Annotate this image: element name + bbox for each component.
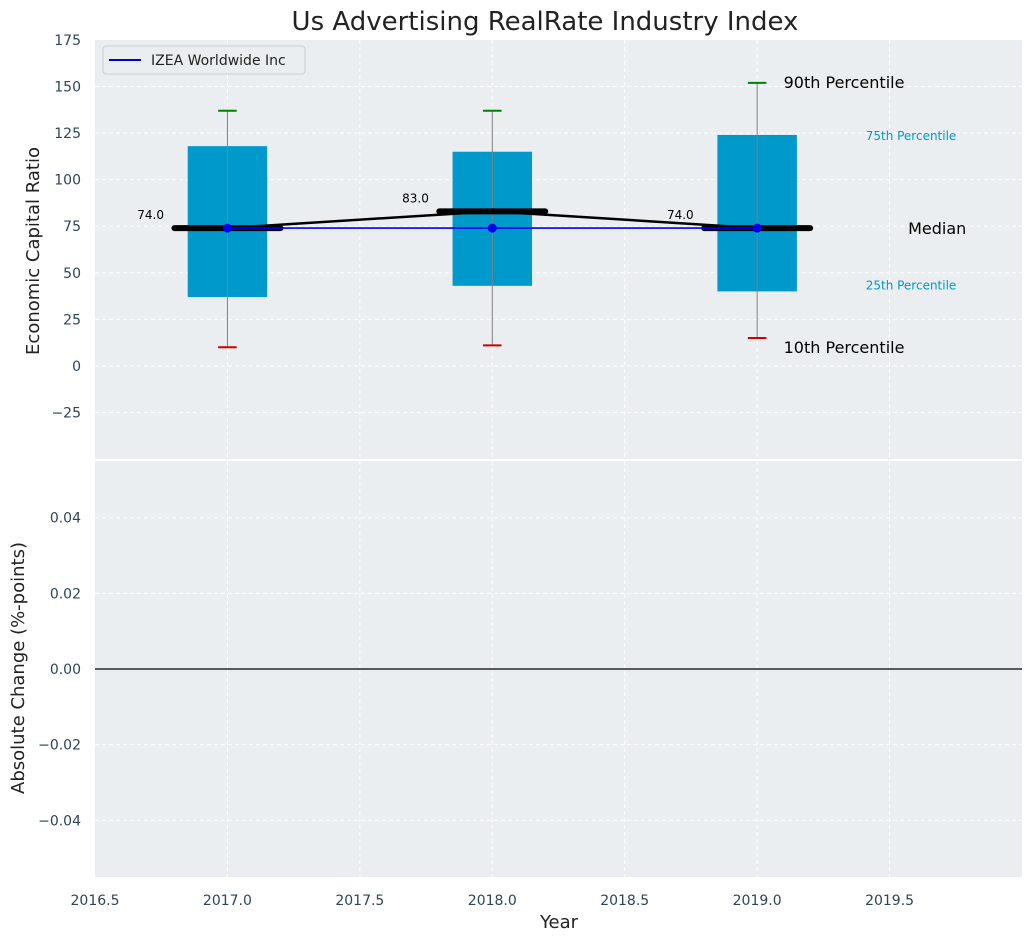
legend: IZEA Worldwide Inc [102,45,306,75]
bottom-y-tick-label: 0.00 [50,662,81,678]
top-panel: 175 150 125 100 75 50 25 0 −25 74.0 83.0 74.0 90th… [23,33,1022,459]
top-y-tick-label: 100 [54,173,81,189]
median-trend-line [227,210,758,230]
top-y-tick-label: 50 [63,266,81,282]
top-y-tick-label: 150 [54,80,81,96]
annotation-75th-percentile: 75th Percentile [866,129,957,143]
percentile-annotations: 90th Percentile 75th Percentile Median 2… [784,73,967,357]
legend-label-izea: IZEA Worldwide Inc [151,53,286,69]
top-y-axis-label: Economic Capital Ratio [23,147,44,355]
annotation-90th-percentile: 90th Percentile [784,73,905,92]
x-tick-labels: 2016.5 2017.0 2017.5 2018.0 2018.5 2019.0 2019… [71,893,915,909]
chart-title: Us Advertising RealRate Industry Index [292,7,799,37]
bottom-y-tick-label: 0.02 [50,586,81,602]
bottom-y-tick-label: −0.04 [38,813,81,829]
median-value-label-2017: 74.0 [137,208,164,222]
x-tick-label: 2017.0 [203,893,252,909]
company-point-2019 [752,223,762,233]
top-y-tick-label: 75 [63,219,81,235]
top-y-tick-labels: 175 150 125 100 75 50 25 0 −25 [51,33,81,421]
annotation-10th-percentile: 10th Percentile [784,338,905,357]
bottom-y-tick-label: 0.04 [50,511,81,527]
top-y-tick-label: 0 [72,359,81,375]
x-tick-label: 2017.5 [335,893,384,909]
annotation-median: Median [908,219,966,238]
median-value-label-2019: 74.0 [667,208,694,222]
x-tick-label: 2016.5 [71,893,120,909]
top-y-tick-label: 125 [54,126,81,142]
bottom-y-tick-labels: 0.04 0.02 0.00 −0.02 −0.04 [38,511,81,830]
annotation-25th-percentile: 25th Percentile [866,278,957,292]
x-axis-label: Year [539,912,579,933]
median-value-label-2018: 83.0 [402,191,429,205]
x-tick-label: 2019.5 [865,893,914,909]
bottom-panel: 0.04 0.02 0.00 −0.02 −0.04 Absolute Change (… [8,461,1022,877]
top-y-tick-label: 175 [54,33,81,49]
top-chart-marks: 74.0 83.0 74.0 [137,81,814,349]
top-y-tick-label: −25 [51,405,81,421]
company-point-2017 [222,223,232,233]
bottom-y-axis-label: Absolute Change (%-points) [8,542,29,794]
x-tick-label: 2018.5 [600,893,649,909]
x-tick-label: 2019.0 [733,893,782,909]
top-y-tick-label: 25 [63,312,81,328]
x-tick-label: 2018.0 [468,893,517,909]
bottom-y-tick-label: −0.02 [38,738,81,754]
bottom-gridlines [95,461,1022,877]
legend-box [102,45,306,75]
company-point-2018 [487,223,497,233]
